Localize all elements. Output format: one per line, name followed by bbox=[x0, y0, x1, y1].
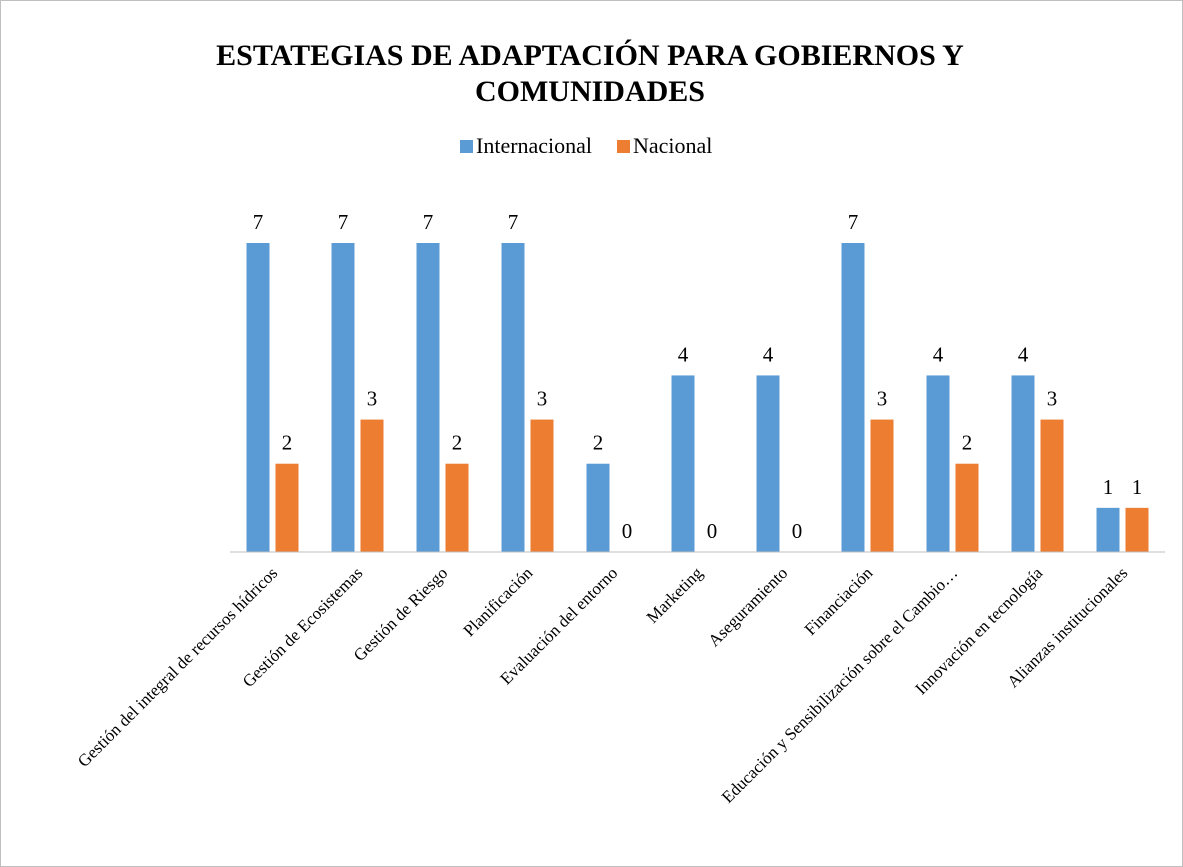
bar bbox=[246, 243, 270, 552]
legend-swatch bbox=[617, 140, 630, 153]
data-label: 2 bbox=[452, 431, 463, 455]
bar bbox=[671, 375, 695, 552]
data-label: 7 bbox=[423, 210, 434, 234]
data-label: 4 bbox=[933, 342, 944, 366]
data-label: 7 bbox=[508, 210, 519, 234]
data-label: 2 bbox=[962, 431, 973, 455]
bar bbox=[1040, 419, 1064, 552]
data-label: 0 bbox=[792, 519, 803, 543]
data-label: 3 bbox=[1047, 387, 1058, 411]
data-label: 4 bbox=[1018, 342, 1029, 366]
data-label: 0 bbox=[622, 519, 633, 543]
bar bbox=[870, 419, 894, 552]
bar bbox=[841, 243, 865, 552]
data-label: 7 bbox=[338, 210, 349, 234]
bar bbox=[501, 243, 525, 552]
bar bbox=[445, 463, 469, 552]
bar bbox=[926, 375, 950, 552]
data-label: 7 bbox=[253, 210, 264, 234]
data-label: 3 bbox=[877, 387, 888, 411]
data-label: 1 bbox=[1103, 475, 1114, 499]
data-label: 0 bbox=[707, 519, 718, 543]
data-label: 3 bbox=[537, 387, 548, 411]
bar bbox=[1125, 507, 1149, 552]
data-label: 4 bbox=[763, 342, 774, 366]
bar bbox=[331, 243, 355, 552]
chart-title: ESTATEGIAS DE ADAPTACIÓN PARA GOBIERNOS … bbox=[216, 39, 964, 108]
legend-label: Nacional bbox=[633, 133, 712, 158]
bar bbox=[360, 419, 384, 552]
bar bbox=[530, 419, 554, 552]
data-label: 1 bbox=[1132, 475, 1143, 499]
data-label: 7 bbox=[848, 210, 859, 234]
bar bbox=[1011, 375, 1035, 552]
bar bbox=[275, 463, 299, 552]
bar bbox=[756, 375, 780, 552]
bar bbox=[586, 463, 610, 552]
bar bbox=[416, 243, 440, 552]
data-label: 3 bbox=[367, 387, 378, 411]
legend-swatch bbox=[460, 140, 473, 153]
bar bbox=[1096, 507, 1120, 552]
data-label: 2 bbox=[593, 431, 604, 455]
data-label: 2 bbox=[282, 431, 293, 455]
data-label: 4 bbox=[678, 342, 689, 366]
bar bbox=[955, 463, 979, 552]
legend-label: Internacional bbox=[476, 133, 592, 158]
